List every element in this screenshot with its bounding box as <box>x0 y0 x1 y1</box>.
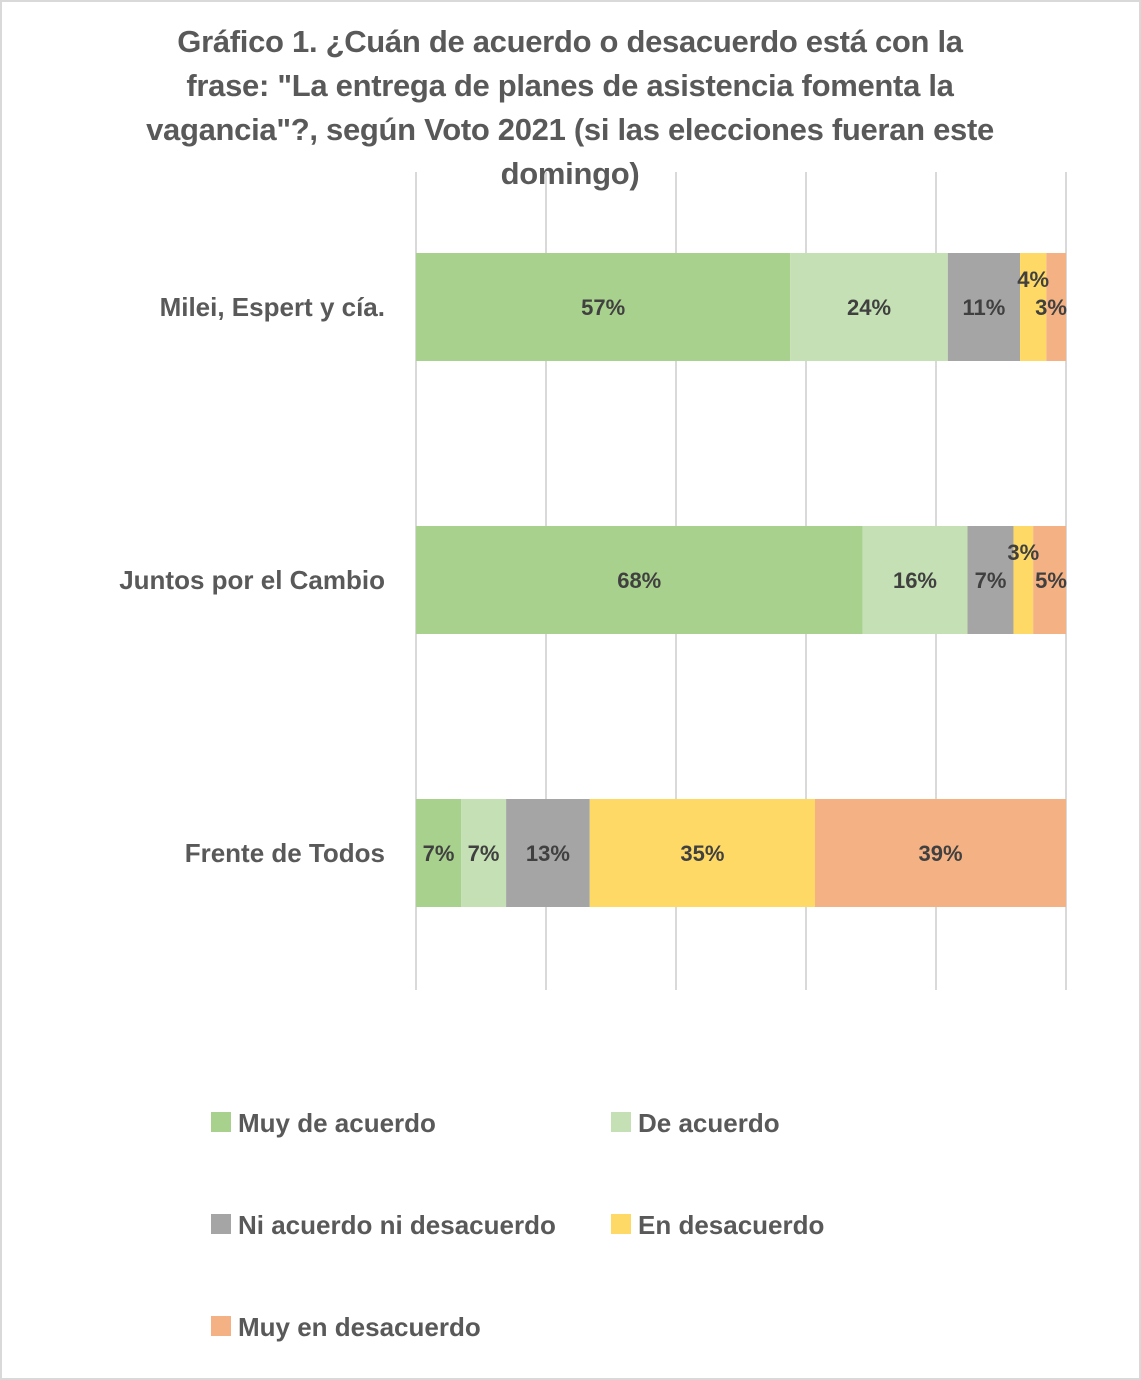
data-label: 5% <box>1035 568 1067 593</box>
data-label: 11% <box>963 295 1006 320</box>
data-label: 16% <box>893 568 937 593</box>
bar-segment <box>815 799 1066 907</box>
data-label: 35% <box>680 841 724 866</box>
data-label: 3% <box>1035 295 1067 320</box>
category-label: Juntos por el Cambio <box>119 565 385 595</box>
bar-segment <box>947 253 1021 361</box>
data-label: 13% <box>526 841 570 866</box>
data-label: 24% <box>847 295 891 320</box>
bar-segment <box>1046 253 1066 361</box>
data-label: 7% <box>468 841 500 866</box>
legend: Muy de acuerdo De acuerdo Ni acuerdo ni de… <box>211 1108 824 1342</box>
chart-title: Gráfico 1. ¿Cuán de acuerdo o desacuerdo… <box>90 20 1050 196</box>
data-label: 4% <box>1017 267 1049 292</box>
legend-label: Muy en desacuerdo <box>238 1312 481 1342</box>
bar-segment <box>416 526 863 634</box>
bar-segment <box>790 253 948 361</box>
category-label: Frente de Todos <box>185 838 385 868</box>
bar-segment <box>1020 253 1047 361</box>
bar-segment <box>506 799 590 907</box>
data-label: 57% <box>581 295 625 320</box>
legend-label: De acuerdo <box>638 1108 780 1138</box>
legend-label: Muy de acuerdo <box>238 1108 436 1138</box>
title-line: Gráfico 1. ¿Cuán de acuerdo o desacuerdo… <box>177 24 963 59</box>
legend-swatch <box>211 1112 231 1132</box>
title-line: domingo) <box>500 156 640 191</box>
title-line: vagancia"?, según Voto 2021 (si las elec… <box>146 112 994 147</box>
bar-segment <box>416 799 462 907</box>
bar-segment <box>416 253 791 361</box>
data-label: 68% <box>617 568 661 593</box>
data-label: 3% <box>1007 540 1039 565</box>
legend-swatch <box>611 1112 631 1132</box>
legend-swatch <box>211 1214 231 1234</box>
data-label: 7% <box>975 568 1007 593</box>
data-label: 39% <box>918 841 962 866</box>
bars <box>416 253 1066 907</box>
legend-swatch <box>611 1214 631 1234</box>
category-labels: Milei, Espert y cía. Juntos por el Cambio… <box>119 292 385 868</box>
bar-segment <box>967 526 1014 634</box>
data-labels: 57% 24% 11%4%3%68% 16% 7%3%5%7% 7% 13% 35% 39% <box>423 267 1067 866</box>
bar-segment <box>461 799 507 907</box>
category-label: Milei, Espert y cía. <box>160 292 385 322</box>
title-line: frase: "La entrega de planes de asistenc… <box>186 68 954 103</box>
legend-swatch <box>211 1316 231 1336</box>
bar-segment <box>589 799 816 907</box>
legend-label: Ni acuerdo ni desacuerdo <box>238 1210 556 1240</box>
bar-segment <box>1033 526 1066 634</box>
bar-segment <box>862 526 968 634</box>
data-label: 7% <box>423 841 455 866</box>
legend-label: En desacuerdo <box>638 1210 824 1240</box>
bar-segment <box>1013 526 1034 634</box>
